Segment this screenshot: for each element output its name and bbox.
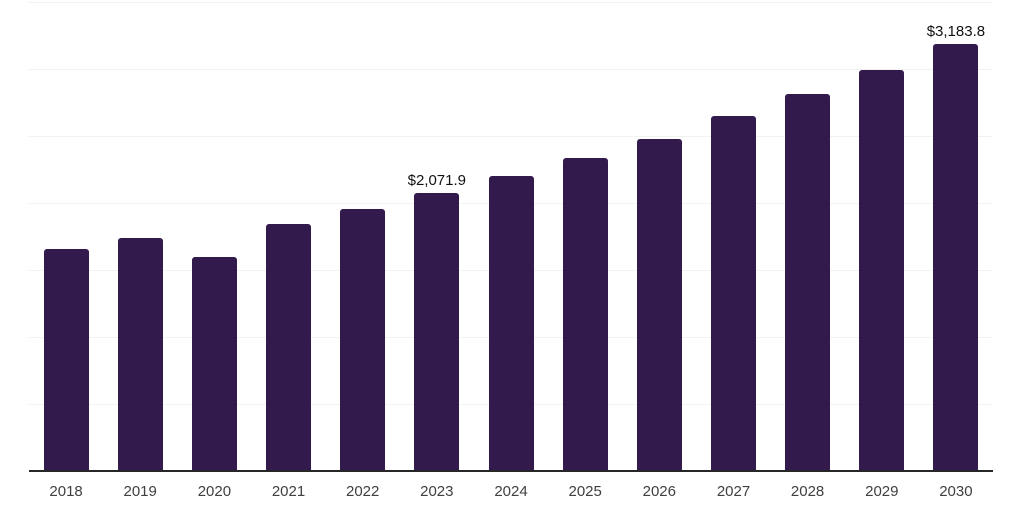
bar-2018[interactable] (43, 248, 89, 471)
bar-2027[interactable] (711, 115, 756, 471)
x-tick-label-2021: 2021 (271, 483, 306, 500)
bar-2021[interactable] (266, 223, 311, 471)
bar-2020[interactable] (191, 256, 237, 471)
bar-2025[interactable] (562, 158, 608, 471)
bar-2028[interactable] (785, 93, 831, 471)
x-tick-label-2024: 2024 (494, 483, 528, 500)
x-tick-label-2018: 2018 (49, 483, 83, 500)
x-tick-label-2025: 2025 (568, 483, 602, 500)
bar-2022[interactable] (340, 209, 386, 471)
x-tick-label-2019: 2019 (123, 483, 157, 500)
bar-2030[interactable] (933, 44, 979, 471)
x-axis-line (29, 470, 993, 472)
bar-value-label: $3,183.8 (926, 23, 986, 41)
gridline (29, 2, 993, 3)
gridline (29, 136, 993, 137)
bar-2024[interactable] (488, 175, 534, 471)
bar-2026[interactable] (636, 138, 682, 471)
bar-2029[interactable] (859, 70, 905, 471)
x-tick-label-2029: 2029 (865, 483, 899, 500)
x-tick-label-2026: 2026 (642, 483, 676, 500)
x-tick-label-2030: 2030 (939, 483, 973, 500)
x-tick-label-2027: 2027 (716, 483, 751, 500)
x-tick-label-2023: 2023 (420, 483, 454, 500)
x-tick-label-2022: 2022 (346, 483, 380, 500)
gridline (29, 69, 993, 70)
x-tick-label-2028: 2028 (790, 483, 825, 500)
bar-value-label: $2,071.9 (407, 172, 466, 190)
bar-2023[interactable] (414, 193, 460, 471)
plot-area: $2,071.9 $3,183.8 (29, 0, 993, 512)
x-tick-label-2020: 2020 (197, 483, 232, 500)
bar-2019[interactable] (117, 237, 163, 471)
